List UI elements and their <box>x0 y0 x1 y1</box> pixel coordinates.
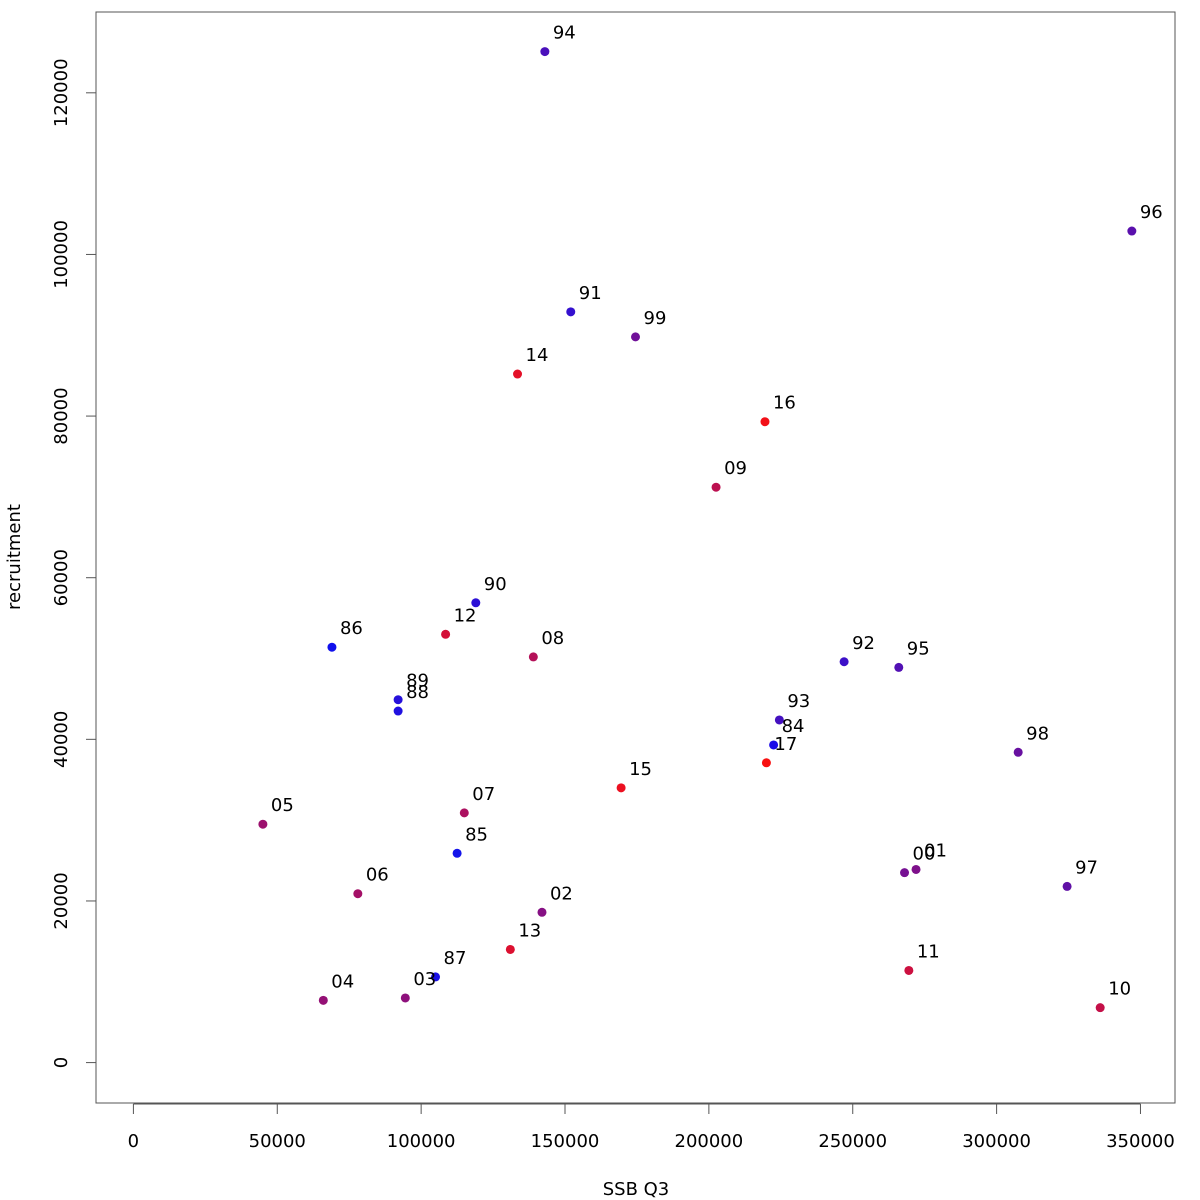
x-tick-label: 0 <box>128 1131 139 1152</box>
point-label: 11 <box>917 941 940 962</box>
data-point <box>537 907 547 917</box>
y-tick-label: 20000 <box>51 872 72 929</box>
point-label: 09 <box>724 458 747 479</box>
point-label: 94 <box>553 23 576 44</box>
point-label: 04 <box>331 971 354 992</box>
point-label: 16 <box>773 393 796 414</box>
data-point <box>631 332 640 342</box>
x-axis-title: SSB Q3 <box>603 1179 670 1200</box>
x-tick-label: 350000 <box>1106 1131 1175 1152</box>
data-point <box>1095 1003 1105 1013</box>
data-point <box>528 652 538 662</box>
point-label: 97 <box>1075 857 1098 878</box>
x-tick-label: 200000 <box>675 1131 744 1152</box>
data-point <box>911 864 921 874</box>
data-point <box>459 808 469 818</box>
x-tick-label: 300000 <box>962 1131 1031 1152</box>
point-label: 93 <box>787 691 810 712</box>
data-point <box>711 482 721 492</box>
x-tick-label: 50000 <box>249 1131 306 1152</box>
data-point <box>1062 881 1072 891</box>
data-point <box>566 307 576 317</box>
data-points <box>258 47 1137 1013</box>
data-point <box>393 706 403 716</box>
y-axis: 0 20000 40000 60000 80000 100000 120000 <box>51 58 97 1068</box>
data-point <box>471 598 481 608</box>
x-tick-label: 150000 <box>531 1131 600 1152</box>
data-point <box>760 417 770 427</box>
data-point <box>904 965 914 975</box>
point-label: 00 <box>913 844 936 865</box>
point-label: 08 <box>541 628 564 649</box>
data-point <box>452 848 462 858</box>
data-point <box>1127 226 1137 236</box>
point-label: 12 <box>454 605 477 626</box>
y-tick-label: 0 <box>51 1057 72 1068</box>
data-point <box>353 889 363 899</box>
data-point <box>431 972 441 982</box>
data-point <box>513 369 523 379</box>
data-point <box>441 629 451 639</box>
data-point <box>761 758 771 768</box>
point-label: 87 <box>444 948 467 969</box>
y-axis-title: recruitment <box>4 504 25 610</box>
y-tick-label: 120000 <box>51 58 72 127</box>
y-tick-label: 60000 <box>51 549 72 606</box>
point-label: 89 <box>406 671 429 692</box>
point-label: 84 <box>782 716 805 737</box>
y-tick-label: 40000 <box>51 711 72 768</box>
data-point <box>839 657 849 667</box>
point-label: 06 <box>366 865 389 886</box>
point-label: 88 <box>406 682 429 703</box>
data-point <box>393 695 403 705</box>
data-point <box>1013 747 1023 757</box>
data-point <box>900 868 910 878</box>
data-point <box>505 944 515 954</box>
point-label: 96 <box>1140 202 1163 223</box>
data-point <box>540 47 550 57</box>
point-label: 98 <box>1026 723 1049 744</box>
x-tick-label: 100000 <box>387 1131 456 1152</box>
point-label: 02 <box>550 883 573 904</box>
point-label: 15 <box>629 759 652 780</box>
point-label: 17 <box>774 734 797 755</box>
data-point <box>894 662 904 672</box>
data-point <box>616 783 626 793</box>
point-label: 99 <box>644 308 667 329</box>
point-label: 13 <box>518 920 541 941</box>
data-point <box>327 642 337 652</box>
point-label: 91 <box>579 283 602 304</box>
y-tick-label: 100000 <box>51 220 72 289</box>
point-label: 05 <box>271 795 294 816</box>
data-point <box>258 819 268 829</box>
data-point <box>318 995 328 1005</box>
point-label: 01 <box>924 840 947 861</box>
x-axis: 0 50000 100000 150000 200000 250000 300000 3500… <box>128 1103 1175 1152</box>
point-label: 03 <box>413 969 436 990</box>
point-label: 92 <box>852 633 875 654</box>
data-point <box>400 993 410 1003</box>
data-point <box>774 715 784 725</box>
point-label: 85 <box>465 824 488 845</box>
point-label: 86 <box>340 618 363 639</box>
x-tick-label: 250000 <box>818 1131 887 1152</box>
plot-frame <box>95 11 1176 1104</box>
point-label: 10 <box>1108 979 1131 1000</box>
point-label: 90 <box>484 574 507 595</box>
y-tick-label: 80000 <box>51 387 72 444</box>
point-label: 95 <box>907 638 930 659</box>
point-label: 07 <box>472 784 495 805</box>
data-point <box>769 740 779 750</box>
point-label: 14 <box>526 345 549 366</box>
